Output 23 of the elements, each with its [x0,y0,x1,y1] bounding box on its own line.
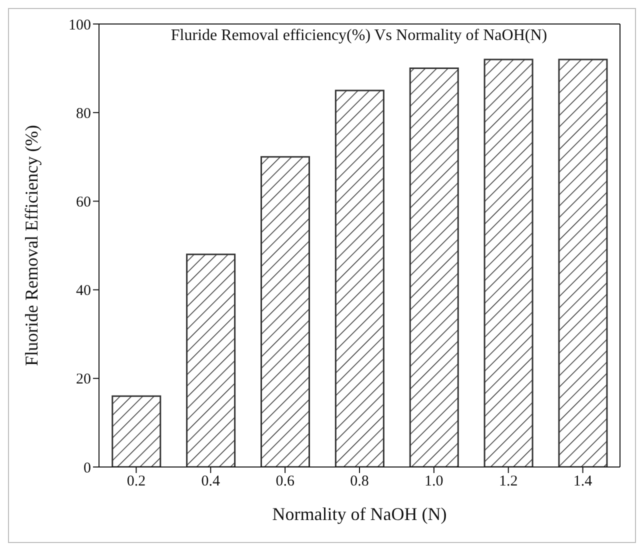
x-tick-label: 0.2 [126,474,146,490]
bar [186,254,236,467]
bar [484,58,534,467]
bar [558,58,608,467]
x-axis-title: Normality of NaOH (N) [272,504,447,524]
x-tick-label: 0.4 [201,474,221,490]
y-tick-label: 80 [76,106,91,122]
bar [334,90,384,467]
x-tick-label: 0.8 [350,474,369,490]
x-tick-label: 1.2 [498,474,518,490]
x-tick-label: 0.6 [276,474,295,490]
y-tick-label: 100 [68,17,91,34]
chart-title: Fluride Removal efficiency(%) Vs Normality of NaOH(N) [170,27,548,45]
y-tick-label: 20 [76,372,91,388]
x-tick-label: 1.0 [424,474,444,490]
x-tick-label: 1.4 [573,474,593,490]
y-tick-label: 60 [76,194,91,211]
bar [260,156,310,467]
y-tick-label: 0 [84,460,91,476]
bar [112,395,162,467]
y-tick-label: 40 [76,283,91,300]
y-axis-title: Fluoride Removal Efficiency (%) [21,124,42,366]
bar [409,68,459,467]
